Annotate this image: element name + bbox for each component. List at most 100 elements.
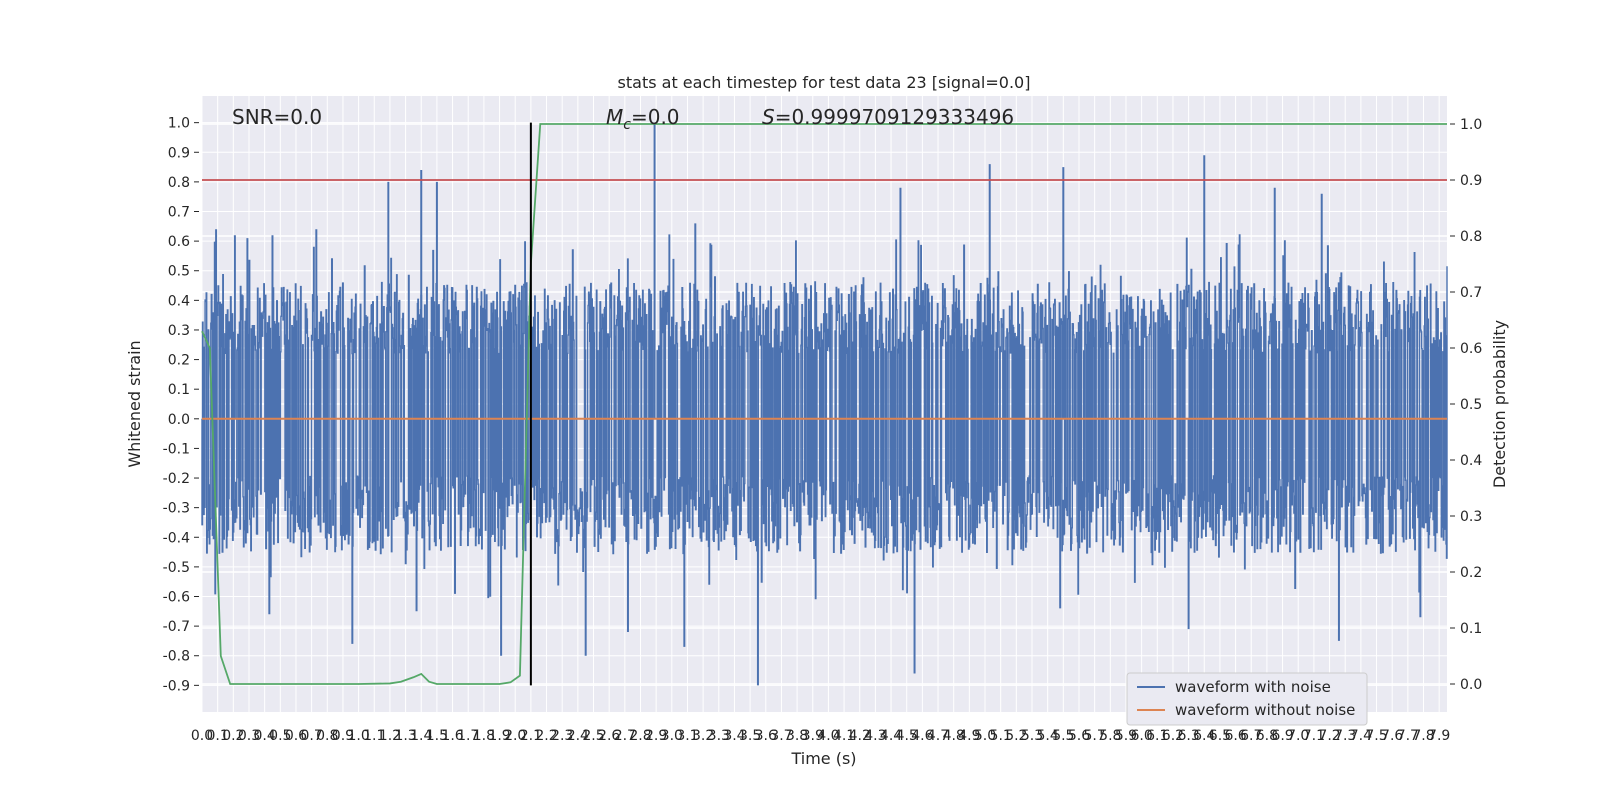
x-tick-label: 5.6 (1068, 728, 1090, 744)
x-tick-label: 7.9 (1428, 728, 1450, 744)
x-tick-label: 3.0 (661, 728, 683, 744)
y-tick-label: -0.6 (163, 590, 190, 606)
y-tick-label: -0.5 (163, 560, 190, 576)
y-tick-label: 0.6 (168, 234, 190, 250)
x-tick-label: 6.9 (1271, 728, 1293, 744)
series-lines (201, 122, 1447, 686)
x-tick-label: 6.5 (1209, 728, 1231, 744)
x-tick-label: 6.1 (1146, 728, 1168, 744)
right-y-tick-label: 0.0 (1460, 677, 1482, 693)
x-tick-label: 7.3 (1334, 728, 1356, 744)
detection-stat-symbol: S (762, 105, 775, 129)
x-tick-label: 2.1 (520, 728, 542, 744)
x-tick-label: 0.1 (207, 728, 229, 744)
x-tick-label: 1.8 (473, 728, 495, 744)
x-tick-label: 2.9 (645, 728, 667, 744)
detection-stat-value: =0.9999709129333496 (775, 105, 1014, 129)
x-tick-label: 1.9 (488, 728, 510, 744)
x-tick-label: 0.6 (285, 728, 307, 744)
x-tick-label: 6.6 (1224, 728, 1246, 744)
x-tick-label: 2.3 (551, 728, 573, 744)
right-y-tick-label: 0.3 (1460, 509, 1482, 525)
x-tick-label: 3.4 (723, 728, 745, 744)
x-tick-label: 0.9 (332, 728, 354, 744)
x-tick-label: 2.6 (598, 728, 620, 744)
right-y-tick-label: 0.4 (1460, 453, 1482, 469)
y-tick-label: -0.4 (163, 530, 190, 546)
x-tick-label: 7.4 (1350, 728, 1372, 744)
x-tick-label: 5.8 (1099, 728, 1121, 744)
right-y-tick-label: 0.9 (1460, 173, 1482, 189)
x-tick-label: 1.4 (410, 728, 432, 744)
x-tick-label: 6.2 (1162, 728, 1184, 744)
left-y-tick-labels: -0.9 -0.8 -0.7 -0.6 -0.5 -0.4 -0.3 -0.2 -0.1 0.0 0… (163, 116, 199, 694)
x-tick-label: 6.4 (1193, 728, 1215, 744)
y-tick-label: 1.0 (168, 116, 190, 132)
x-tick-label: 3.7 (770, 728, 792, 744)
right-y-tick-label: 0.7 (1460, 285, 1482, 301)
x-tick-label: 3.2 (692, 728, 714, 744)
x-tick-label: 7.5 (1365, 728, 1387, 744)
x-tick-label: 4.8 (943, 728, 965, 744)
x-tick-label: 0.3 (238, 728, 260, 744)
x-tick-label: 4.6 (911, 728, 933, 744)
x-tick-label: 6.8 (1256, 728, 1278, 744)
y-tick-label: 0.8 (168, 175, 190, 191)
y-axis-label-right: Detection probability (1490, 320, 1509, 488)
y-tick-label: -0.2 (163, 471, 190, 487)
x-tick-label: 3.1 (676, 728, 698, 744)
chirp-mass-symbol: M (606, 105, 623, 129)
y-tick-label: 0.0 (168, 412, 190, 428)
x-tick-label: 4.9 (958, 728, 980, 744)
x-tick-label: 4.4 (880, 728, 902, 744)
y-tick-label: -0.9 (163, 678, 190, 694)
x-tick-label: 7.7 (1397, 728, 1419, 744)
x-tick-label: 5.4 (1037, 728, 1059, 744)
legend-box (1126, 672, 1368, 726)
chirp-mass-annotation: Mc=0.0 (606, 105, 680, 133)
y-axis-label-left: Whitened strain (125, 340, 144, 467)
x-tick-label: 5.1 (990, 728, 1012, 744)
y-tick-label: 0.7 (168, 205, 190, 221)
x-tick-label: 4.2 (849, 728, 871, 744)
noise-waveform-series (201, 122, 1448, 686)
x-tick-label: 7.6 (1381, 728, 1403, 744)
y-tick-label: 0.3 (168, 323, 190, 339)
x-tick-label: 5.9 (1115, 728, 1137, 744)
x-tick-label: 0.0 (191, 728, 213, 744)
x-axis-label: Time (s) (790, 749, 856, 768)
right-y-tick-label: 1.0 (1460, 117, 1482, 133)
x-tick-label: 5.2 (1005, 728, 1027, 744)
y-tick-label: -0.7 (163, 619, 190, 635)
y-tick-label: 0.2 (168, 353, 190, 369)
right-y-tick-labels: 0.0 0.1 0.2 0.3 0.4 0.5 0.6 0.7 0.8 0.9 1.0 (1450, 117, 1482, 693)
chart-title: stats at each timestep for test data 23 … (618, 73, 1031, 92)
right-y-tick-label: 0.6 (1460, 341, 1482, 357)
right-y-tick-label: 0.5 (1460, 397, 1482, 413)
x-tick-label: 0.8 (316, 728, 338, 744)
legend-label-with-noise: waveform with noise (1175, 678, 1331, 696)
y-tick-label: 0.5 (168, 264, 190, 280)
x-tick-label: 7.1 (1303, 728, 1325, 744)
right-y-tick-label: 0.1 (1460, 621, 1482, 637)
x-tick-label: 5.3 (1021, 728, 1043, 744)
x-tick-label: 3.5 (739, 728, 761, 744)
x-tick-label: 4.3 (864, 728, 886, 744)
x-tick-label: 2.2 (535, 728, 557, 744)
x-tick-label: 1.5 (426, 728, 448, 744)
x-tick-label: 4.7 (927, 728, 949, 744)
noise-waveform-line (201, 234, 1448, 600)
x-tick-label: 2.0 (504, 728, 526, 744)
x-tick-label: 2.4 (567, 728, 589, 744)
x-tick-label: 0.5 (269, 728, 291, 744)
x-tick-label: 4.0 (817, 728, 839, 744)
x-tick-label: 0.2 (222, 728, 244, 744)
y-tick-label: -0.8 (163, 649, 190, 665)
x-tick-label: 0.4 (254, 728, 276, 744)
x-tick-label: 3.9 (802, 728, 824, 744)
x-tick-label: 4.5 (896, 728, 918, 744)
x-tick-label: 4.1 (833, 728, 855, 744)
x-tick-label: 7.0 (1287, 728, 1309, 744)
x-tick-label: 0.7 (300, 728, 322, 744)
